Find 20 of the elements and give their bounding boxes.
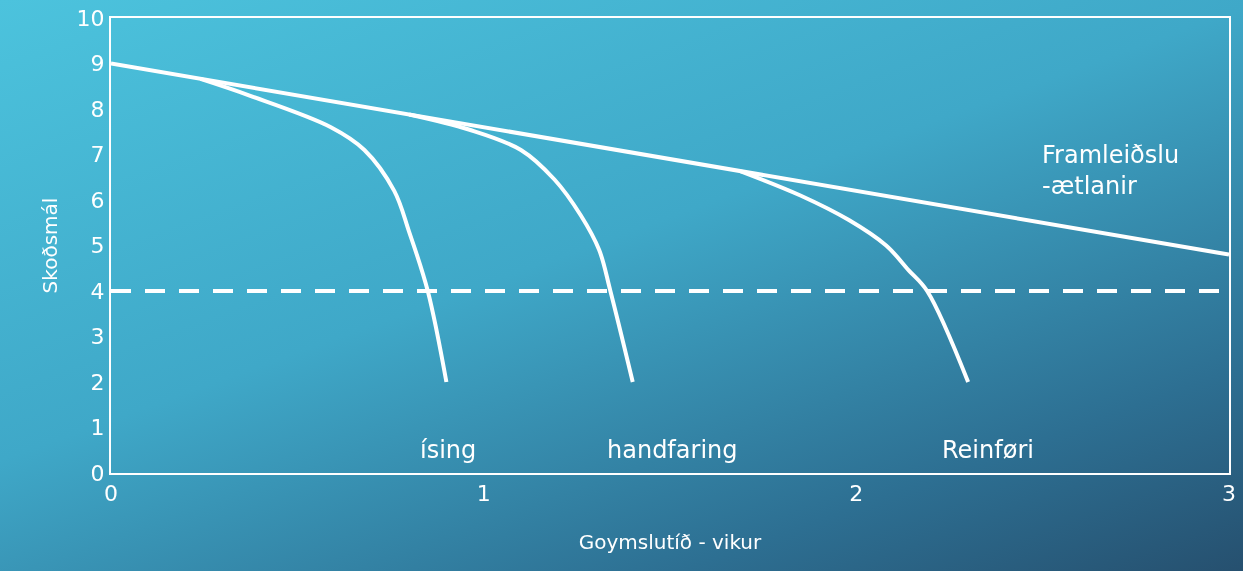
y-tick-label: 4 — [90, 278, 105, 304]
x-axis-title: Goymslutíð - vikur — [578, 530, 763, 555]
y-tick-label: 0 — [90, 460, 105, 486]
y-axis-title: Skoðsmál — [37, 197, 62, 294]
text: Reinføri — [942, 436, 1034, 464]
text: handfaring — [607, 436, 738, 464]
x-tick-label: 3 — [1222, 481, 1236, 507]
y-tick-label: 9 — [90, 51, 105, 77]
y-tick-label: 8 — [90, 96, 105, 122]
y-tick-label: 10 — [76, 5, 105, 31]
y-tick-label: 2 — [90, 369, 105, 395]
series-label: Framleiðslu -ætlanir — [1042, 141, 1180, 201]
y-tick-label: 6 — [90, 187, 105, 213]
y-tick-label: 3 — [90, 324, 105, 350]
x-tick-label: 2 — [849, 481, 864, 507]
y-tick-label: 1 — [90, 415, 105, 441]
x-tick-label: 1 — [476, 481, 491, 507]
y-tick-label: 7 — [90, 142, 105, 168]
y-tick-label: 5 — [90, 233, 105, 259]
text: ísing — [420, 436, 477, 464]
